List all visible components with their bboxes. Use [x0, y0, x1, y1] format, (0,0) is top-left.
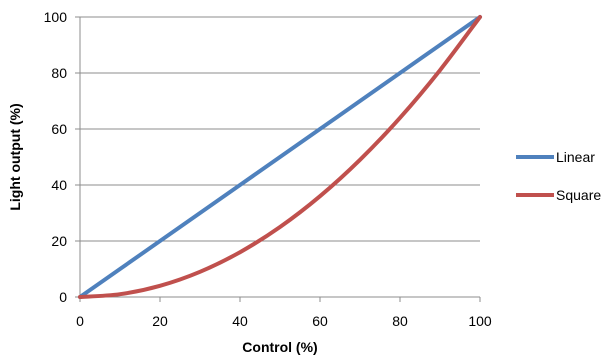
legend: Linear Square: [516, 149, 601, 203]
gridlines: [80, 16, 480, 242]
x-tick-label: 100: [468, 313, 492, 329]
legend-label-square: Square: [556, 187, 601, 203]
series-lines: [78, 15, 482, 299]
tick-labels: 0 20 40 60 80 100 0 20 40 60 80 100: [44, 9, 492, 329]
y-tick-label: 60: [51, 121, 67, 137]
y-tick-label: 80: [51, 65, 67, 81]
x-tick-label: 80: [392, 313, 408, 329]
x-tick-label: 40: [232, 313, 248, 329]
x-tick-label: 0: [76, 313, 84, 329]
y-tick-label: 100: [44, 9, 68, 25]
y-tick-label: 0: [59, 289, 67, 305]
y-tick-label: 40: [51, 177, 67, 193]
x-tick-label: 20: [152, 313, 168, 329]
y-tick-label: 20: [51, 233, 67, 249]
x-tick-label: 60: [312, 313, 328, 329]
series-line-square: [78, 15, 482, 299]
legend-label-linear: Linear: [556, 149, 595, 165]
series-line-linear: [78, 15, 482, 299]
y-axis-title: Light output (%): [7, 103, 23, 210]
x-axis-title: Control (%): [242, 339, 317, 355]
